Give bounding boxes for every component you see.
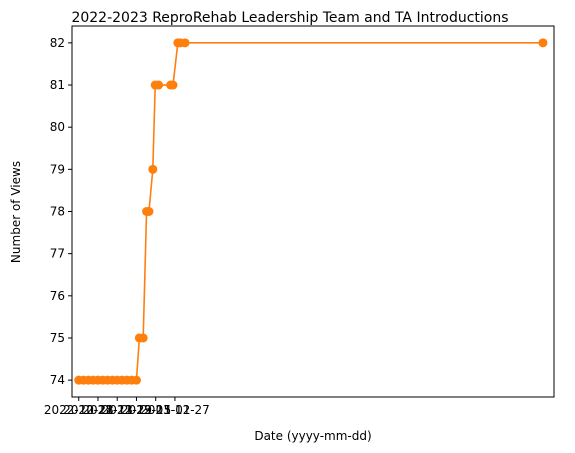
x-tick-label: 2023-12-27 (140, 403, 210, 417)
chart-title: 2022-2023 ReproRehab Leadership Team and… (71, 10, 508, 26)
data-point (154, 80, 164, 90)
y-axis: 74 75 76 77 78 79 80 81 82 (50, 36, 72, 387)
y-tick-label: 82 (50, 36, 65, 50)
x-tick-label: 2022-11-29 (82, 403, 152, 417)
x-tick-label: 2022-12-15 (102, 403, 172, 417)
data-point (144, 207, 154, 216)
y-tick-label: 77 (50, 247, 65, 261)
y-tick-label: 79 (50, 162, 65, 176)
y-tick-label: 78 (50, 205, 65, 219)
x-tick-label: 2022-10-28 (44, 403, 114, 417)
data-point (538, 38, 548, 48)
y-tick-label: 76 (50, 289, 65, 303)
x-axis-label: Date (yyyy-mm-dd) (254, 429, 371, 443)
data-point (148, 164, 158, 174)
x-axis: 2022-10-282022-11-132022-11-292022-12-15… (44, 397, 210, 417)
series-layer (74, 38, 548, 385)
data-point (138, 333, 148, 343)
y-tick-label: 81 (50, 78, 65, 92)
data-point (180, 38, 190, 48)
x-tick-label: 2023-01-01 (121, 403, 191, 417)
y-tick-label: 75 (50, 331, 65, 345)
y-axis-label: Number of Views (9, 161, 23, 263)
data-point (168, 80, 178, 90)
y-tick-label: 74 (50, 373, 65, 387)
data-point (131, 375, 141, 385)
x-tick-label: 2022-11-13 (63, 403, 133, 417)
y-tick-label: 80 (50, 120, 65, 134)
